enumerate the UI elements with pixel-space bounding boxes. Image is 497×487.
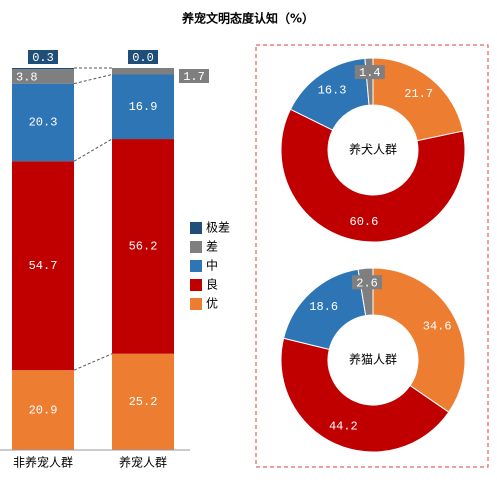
bar-segment bbox=[12, 69, 74, 84]
value-label: 1.4 bbox=[359, 66, 381, 80]
bar-segment bbox=[12, 68, 74, 70]
connector bbox=[73, 74, 113, 85]
legend-swatch bbox=[190, 241, 202, 253]
value-label: 54.7 bbox=[29, 259, 58, 273]
value-label-box bbox=[179, 69, 209, 83]
bar-segment bbox=[112, 74, 174, 140]
bar-segment bbox=[12, 83, 74, 162]
value-label: 20.9 bbox=[29, 403, 58, 417]
legend-label: 中 bbox=[206, 258, 218, 273]
value-label: 60.6 bbox=[350, 215, 379, 229]
value-label: 56.2 bbox=[129, 240, 158, 254]
donut-frame bbox=[255, 44, 489, 468]
legend-label: 良 bbox=[206, 277, 218, 292]
bar-segment bbox=[112, 353, 174, 450]
legend-swatch bbox=[190, 260, 202, 272]
value-label-box bbox=[128, 50, 158, 64]
legend-label: 差 bbox=[206, 240, 218, 254]
legend-label: 优 bbox=[206, 297, 218, 311]
donut-slice bbox=[280, 337, 450, 453]
legend-swatch bbox=[190, 222, 202, 234]
donut-slice bbox=[280, 108, 466, 243]
value-label: 18.6 bbox=[309, 300, 338, 314]
donut-slice bbox=[372, 267, 466, 413]
x-tick-label: 非养宠人群 bbox=[13, 455, 73, 470]
value-label: 44.2 bbox=[329, 419, 358, 433]
value-label: 16.9 bbox=[129, 100, 158, 114]
center-label: 养猫人群 bbox=[349, 352, 397, 367]
bar-segment bbox=[12, 370, 74, 450]
value-label: 16.3 bbox=[318, 83, 347, 97]
donut-slice bbox=[372, 57, 464, 142]
value-label-box bbox=[354, 65, 385, 80]
legend-label: 极差 bbox=[206, 221, 230, 235]
x-tick-label: 养宠人群 bbox=[119, 455, 167, 470]
value-label: 3.8 bbox=[16, 71, 38, 85]
value-label: 0.0 bbox=[132, 51, 154, 65]
bar-segment bbox=[112, 68, 174, 75]
bar-segment bbox=[12, 161, 74, 371]
chart-title: 养宠文明态度认知（%） bbox=[181, 11, 314, 26]
value-label: 34.6 bbox=[423, 319, 452, 333]
value-label: 25.2 bbox=[129, 395, 158, 409]
bar-segment bbox=[112, 139, 174, 354]
value-label: 2.6 bbox=[356, 276, 378, 290]
connector bbox=[73, 353, 113, 371]
legend-swatch bbox=[190, 279, 202, 291]
value-label: 1.7 bbox=[183, 70, 205, 84]
connector bbox=[73, 138, 113, 162]
legend-swatch bbox=[190, 298, 202, 310]
value-label-box bbox=[352, 275, 383, 290]
value-label: 20.3 bbox=[29, 116, 58, 130]
value-label: 21.7 bbox=[404, 87, 433, 101]
value-label-box bbox=[28, 50, 58, 64]
value-label: 0.3 bbox=[32, 51, 54, 65]
center-label: 养犬人群 bbox=[349, 142, 397, 157]
